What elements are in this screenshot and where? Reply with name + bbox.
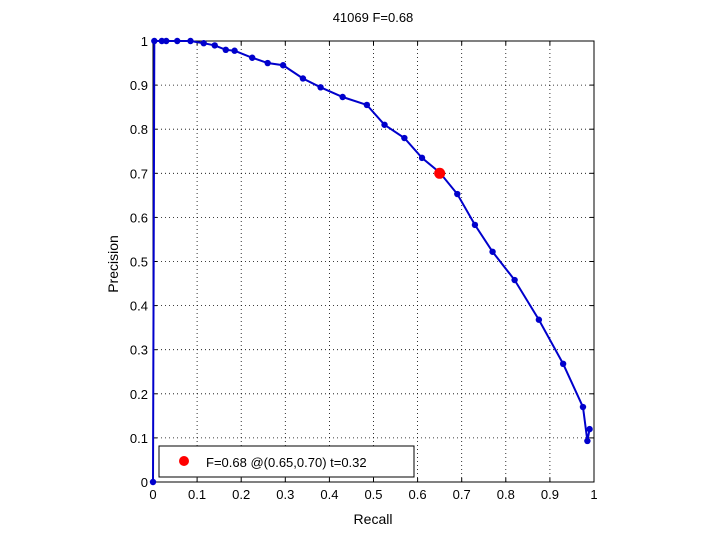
data-point: [174, 37, 181, 45]
x-tick-label: 0.5: [364, 487, 382, 502]
y-tick-label: 0.3: [130, 343, 148, 358]
y-tick-label: 0.2: [130, 387, 148, 402]
y-tick-label: 0.5: [130, 255, 148, 270]
y-tick-label: 0.6: [130, 210, 148, 225]
data-point: [249, 54, 256, 61]
x-tick-label: 0.6: [409, 487, 427, 502]
x-tick-label: 0.3: [276, 487, 294, 502]
data-point: [187, 37, 194, 45]
y-tick-label: 0.1: [130, 431, 148, 446]
best-f-point: [434, 167, 446, 179]
legend-box: [158, 445, 415, 478]
y-tick-label: 0.8: [130, 122, 148, 137]
y-tick-label: 0.7: [130, 166, 148, 181]
data-point: [584, 437, 591, 445]
legend-label: F=0.68 @(0.65,0.70) t=0.32: [206, 455, 367, 470]
x-tick-label: 0.2: [232, 487, 250, 502]
data-point: [471, 221, 479, 229]
data-point: [339, 93, 346, 101]
x-tick-label: 0.8: [497, 487, 515, 502]
data-point: [401, 134, 408, 142]
data-point: [299, 75, 307, 82]
x-tick-label: 0.4: [320, 487, 338, 502]
data-point: [381, 121, 388, 128]
data-point: [363, 101, 371, 109]
legend: F=0.68 @(0.65,0.70) t=0.32: [158, 445, 415, 478]
data-point: [511, 276, 518, 284]
data-point: [264, 59, 271, 67]
x-tick-label: 0: [149, 487, 156, 502]
data-point: [317, 84, 324, 91]
data-point: [151, 37, 158, 45]
y-tick-label: 0: [141, 475, 148, 490]
data-point: [454, 190, 461, 198]
legend-marker-icon: [179, 456, 189, 466]
series: [149, 37, 593, 486]
data-point: [222, 46, 229, 54]
x-tick-label: 0.7: [453, 487, 471, 502]
grid-lines: [153, 41, 594, 482]
data-point: [163, 37, 170, 45]
data-point: [489, 248, 496, 255]
axis-ticks: 0 0.1 0.2 0.3 0.4 0.5 0.6 0.7 0.8 0.9 1 0 0.1 0.2 0.3 0…: [130, 34, 598, 502]
data-point: [211, 42, 218, 49]
data-point: [158, 37, 166, 45]
x-tick-label: 0.9: [541, 487, 559, 502]
series-line: [152, 40, 591, 483]
data-point: [418, 154, 426, 162]
y-tick-label: 0.4: [130, 299, 148, 314]
y-tick-label: 0.9: [130, 78, 148, 93]
chart-title: 41069 F=0.68: [333, 10, 414, 25]
data-point: [586, 425, 593, 433]
x-tick-label: 1: [590, 487, 597, 502]
x-tick-label: 0.1: [188, 487, 206, 502]
x-axis-label: Recall: [354, 511, 393, 527]
data-point: [149, 478, 157, 486]
y-tick-label: 1: [141, 34, 148, 49]
y-axis-label: Precision: [105, 235, 121, 293]
data-point: [279, 62, 287, 69]
data-point: [231, 47, 238, 54]
data-point: [559, 360, 567, 368]
data-point: [579, 403, 587, 411]
data-point: [535, 316, 543, 323]
data-point: [200, 40, 207, 47]
